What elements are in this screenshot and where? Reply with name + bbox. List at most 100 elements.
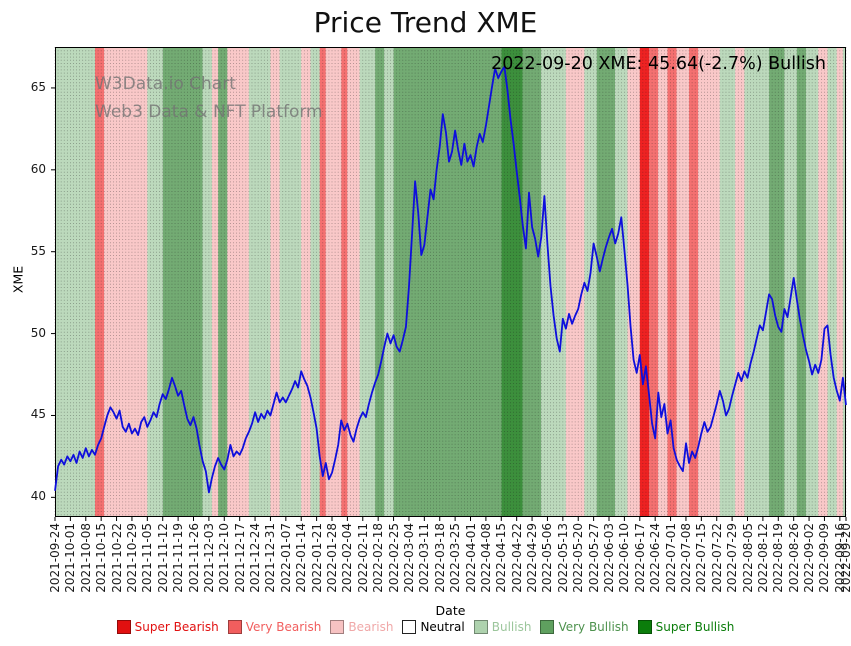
- band-bullish: [784, 47, 797, 517]
- x-tick-2022-08-05: 2022-08-05: [740, 523, 755, 593]
- band-super_bullish: [501, 47, 523, 517]
- band-bullish: [248, 47, 271, 517]
- x-tick-2021-11-19: 2021-11-19: [171, 523, 186, 593]
- band-very_bearish: [95, 47, 105, 517]
- band-bearish: [270, 47, 280, 517]
- band-bullish: [744, 47, 770, 517]
- x-tick-2022-04-08: 2022-04-08: [478, 523, 493, 593]
- band-bullish: [827, 47, 837, 517]
- x-tick-2022-08-12: 2022-08-12: [755, 523, 770, 593]
- band-bearish: [627, 47, 640, 517]
- y-tick-40: 40: [30, 489, 46, 504]
- tick-marks: [51, 87, 847, 521]
- band-bullish: [384, 47, 394, 517]
- band-bearish: [227, 47, 249, 517]
- x-tick-2022-08-26: 2022-08-26: [786, 523, 801, 593]
- band-bullish: [719, 47, 736, 517]
- band-bullish: [55, 47, 96, 517]
- band-bearish: [325, 47, 342, 517]
- legend-swatch-bearish: [330, 620, 345, 634]
- x-tick-2022-08-19: 2022-08-19: [771, 523, 786, 593]
- x-tick-2021-10-15: 2021-10-15: [94, 523, 109, 593]
- band-bearish: [104, 47, 148, 517]
- x-tick-2022-01-28: 2022-01-28: [325, 523, 339, 593]
- legend-swatch-very_bullish: [540, 620, 555, 634]
- band-very_bearish: [689, 47, 699, 517]
- band-bullish: [541, 47, 566, 517]
- x-tick-2022-02-04: 2022-02-04: [340, 523, 355, 593]
- x-tick-2022-09-02: 2022-09-02: [802, 523, 817, 593]
- x-tick-2022-01-21: 2022-01-21: [309, 523, 324, 593]
- x-tick-2021-12-03: 2021-12-03: [201, 523, 216, 593]
- legend-item-super_bearish: Super Bearish: [116, 620, 219, 634]
- band-bearish: [211, 47, 219, 517]
- legend-swatch-very_bearish: [227, 620, 242, 634]
- y-tick-45: 45: [30, 407, 46, 422]
- x-tick-2022-02-18: 2022-02-18: [371, 523, 386, 593]
- legend-label-neutral: Neutral: [420, 620, 465, 634]
- band-bearish: [658, 47, 668, 517]
- band-super_bearish: [639, 47, 650, 517]
- band-very_bearish: [319, 47, 326, 517]
- x-tick-2021-12-31: 2021-12-31: [263, 523, 278, 593]
- x-tick-2021-10-01: 2021-10-01: [63, 523, 78, 593]
- legend-label-bearish: Bearish: [348, 620, 394, 634]
- x-tick-2022-01-07: 2022-01-07: [278, 523, 293, 593]
- x-tick-2021-12-10: 2021-12-10: [217, 523, 232, 593]
- last-price-annotation: 2022-09-20 XME: 45.64(-2.7%) Bullish: [491, 54, 826, 74]
- legend-item-super_bullish: Super Bullish: [637, 620, 734, 634]
- legend-item-bearish: Bearish: [330, 620, 393, 634]
- x-tick-2022-06-03: 2022-06-03: [602, 523, 616, 593]
- x-tick-2021-10-08: 2021-10-08: [78, 523, 93, 593]
- x-tick-2022-05-06: 2022-05-06: [540, 523, 555, 593]
- y-tick-55: 55: [30, 243, 46, 258]
- legend-swatch-super_bearish: [116, 620, 131, 634]
- x-tick-2021-12-24: 2021-12-24: [248, 523, 263, 593]
- x-tick-2022-06-24: 2022-06-24: [648, 523, 663, 593]
- band-bullish: [584, 47, 597, 517]
- band-bearish: [347, 47, 360, 517]
- legend-label-bullish: Bullish: [491, 620, 532, 634]
- legend-label-very_bullish: Very Bullish: [558, 620, 629, 634]
- axis-frame: [55, 47, 846, 517]
- x-tick-2022-05-27: 2022-05-27: [586, 523, 601, 593]
- legend: Super Bearish Very Bearish Bearish Neutral B…: [0, 620, 851, 634]
- sentiment-bands: [55, 47, 846, 517]
- band-very_bullish: [796, 47, 806, 517]
- x-tick-2022-06-17: 2022-06-17: [632, 523, 647, 593]
- x-tick-2022-04-15: 2022-04-15: [494, 523, 509, 593]
- band-bearish: [735, 47, 745, 517]
- band-bearish: [676, 47, 690, 517]
- x-tick-2022-04-01: 2022-04-01: [463, 523, 478, 593]
- band-very_bearish: [341, 47, 348, 517]
- band-bullish: [147, 47, 163, 517]
- x-tick-2022-03-25: 2022-03-25: [448, 523, 463, 593]
- x-axis-label: Date: [435, 603, 466, 618]
- band-bullish: [359, 47, 376, 517]
- x-tick-2021-11-26: 2021-11-26: [186, 523, 201, 593]
- legend-item-bullish: Bullish: [473, 620, 532, 634]
- legend-item-very_bullish: Very Bullish: [540, 620, 629, 634]
- legend-swatch-super_bullish: [637, 620, 652, 634]
- chart-title: Price Trend XME: [313, 6, 538, 39]
- legend-label-super_bearish: Super Bearish: [134, 620, 219, 634]
- band-very_bullish: [162, 47, 203, 517]
- band-bearish: [836, 47, 843, 517]
- x-tick-2021-10-29: 2021-10-29: [124, 523, 139, 593]
- y-tick-60: 60: [30, 161, 46, 176]
- x-tick-2022-04-29: 2022-04-29: [525, 523, 540, 593]
- legend-label-very_bearish: Very Bearish: [245, 620, 322, 634]
- x-tick-2021-11-05: 2021-11-05: [140, 523, 155, 593]
- band-very_bullish: [218, 47, 228, 517]
- x-tick-2022-06-10: 2022-06-10: [617, 523, 632, 593]
- x-tick-2022-07-08: 2022-07-08: [678, 523, 693, 593]
- x-tick-2022-07-29: 2022-07-29: [725, 523, 740, 593]
- band-bullish: [615, 47, 628, 517]
- band-very_bullish: [375, 47, 385, 517]
- band-very_bullish: [393, 47, 502, 517]
- band-very_bullish: [769, 47, 785, 517]
- x-tick-2022-01-14: 2022-01-14: [294, 523, 309, 593]
- band-bearish: [818, 47, 828, 517]
